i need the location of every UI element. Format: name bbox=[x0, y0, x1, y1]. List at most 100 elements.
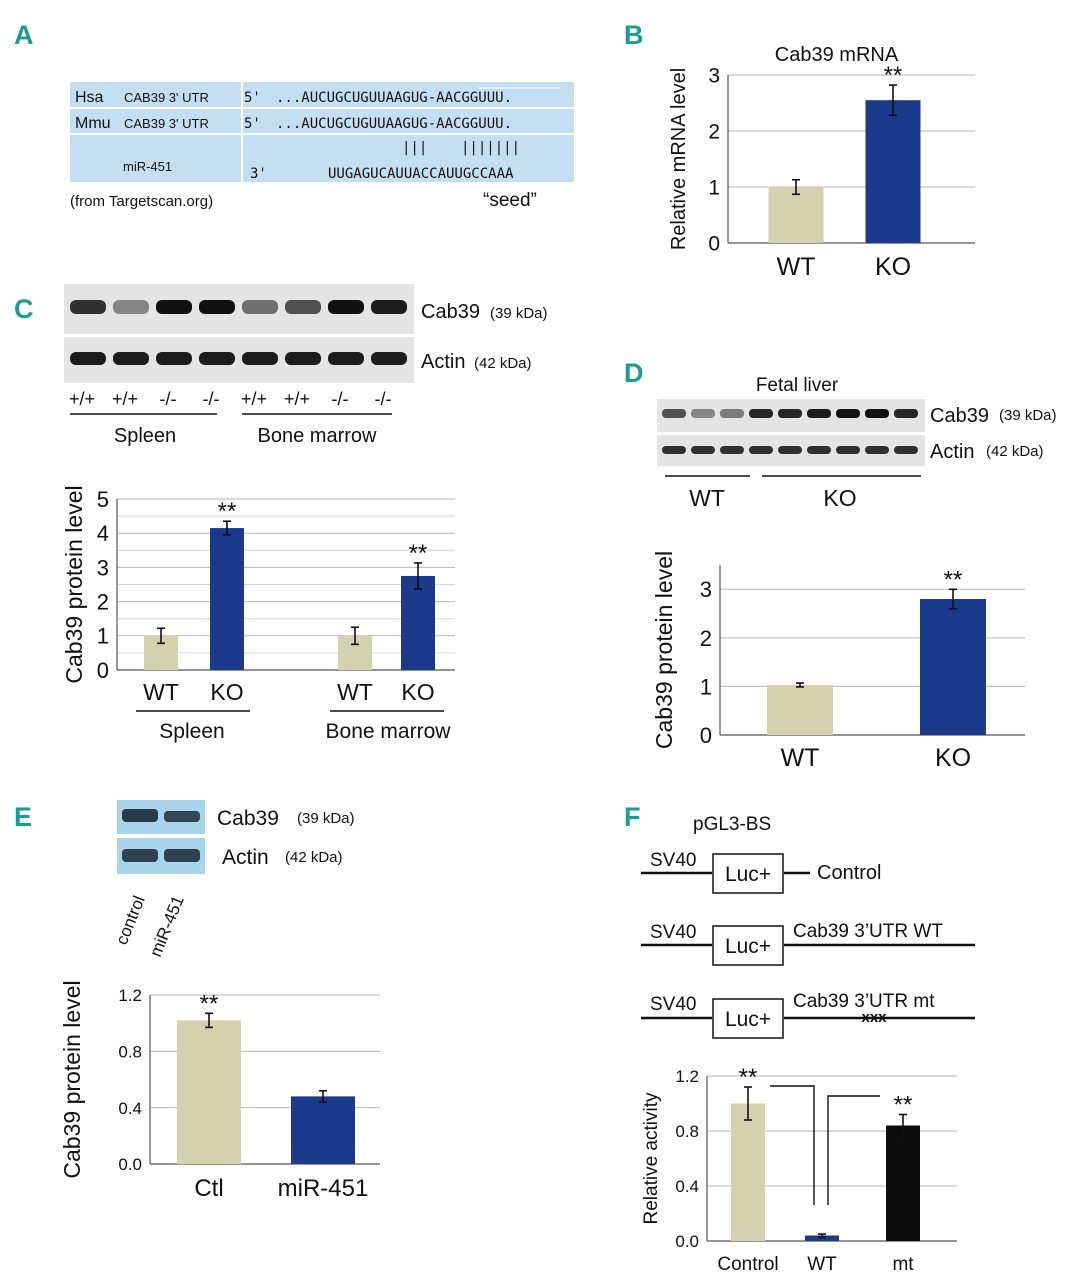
y-tick-label: 0 bbox=[700, 723, 712, 748]
blot-e-cab39-kda: (39 kDa) bbox=[297, 810, 355, 827]
category-label: WT bbox=[337, 679, 373, 705]
genotype-label: -/- bbox=[203, 389, 220, 409]
blot-d-cab39-band bbox=[662, 409, 686, 418]
y-tick-label: 0 bbox=[708, 233, 720, 256]
blot-d-cab39-band bbox=[836, 409, 860, 418]
blot-d-group-ko: KO bbox=[823, 485, 856, 511]
blot-c-cab39-band bbox=[113, 300, 149, 314]
blot-c-actin-kda: (42 kDa) bbox=[474, 355, 532, 372]
panel-letter-f: F bbox=[624, 802, 641, 832]
y-tick-label: 0.4 bbox=[118, 1099, 142, 1118]
blot-d-actin-band bbox=[894, 446, 918, 454]
category-label: KO bbox=[875, 253, 911, 281]
construct-title: pGL3-BS bbox=[693, 814, 771, 835]
species-mmu: Mmu bbox=[75, 115, 111, 132]
blot-c-cab39-band bbox=[242, 300, 278, 314]
y-tick-label: 1 bbox=[708, 177, 720, 200]
category-label: Control bbox=[717, 1254, 778, 1275]
bar bbox=[291, 1096, 355, 1164]
promoter-label-2: SV40 bbox=[650, 922, 696, 943]
blot-d-actin-band bbox=[662, 446, 686, 454]
blot-d-actin-label: Actin bbox=[930, 441, 974, 463]
y-tick-label: 1.2 bbox=[675, 1067, 699, 1086]
comparison-bracket bbox=[827, 1095, 880, 1205]
significance-mark: ** bbox=[944, 566, 963, 593]
blot-c-actin-band bbox=[199, 352, 235, 365]
y-tick-label: 1.2 bbox=[118, 986, 142, 1005]
y-axis-label: Cab39 protein level bbox=[651, 551, 677, 749]
group-label: Spleen bbox=[159, 720, 224, 743]
blot-d-cab39-band bbox=[749, 409, 773, 418]
construct-label-mt: Cab39 3’UTR mt bbox=[793, 991, 935, 1012]
category-label: WT bbox=[143, 679, 179, 705]
panel-letter-b-visible: B bbox=[624, 20, 644, 50]
sequence-hsa: ...AUCUGCUGUUAAGUG-AACGGUUU. bbox=[276, 90, 512, 106]
blot-d-actin-band bbox=[836, 446, 860, 454]
significance-mark: ** bbox=[739, 1064, 758, 1091]
y-tick-label: 0.0 bbox=[675, 1232, 699, 1251]
bar bbox=[886, 1125, 920, 1241]
blot-d-cab39-band bbox=[778, 409, 802, 418]
significance-mark: ** bbox=[894, 1092, 913, 1119]
category-label: miR-451 bbox=[278, 1175, 369, 1202]
genotype-label: +/+ bbox=[284, 389, 310, 409]
blot-d-actin-band bbox=[720, 446, 744, 454]
y-tick-label: 1 bbox=[700, 674, 712, 699]
bar bbox=[731, 1103, 765, 1241]
bar bbox=[768, 187, 824, 243]
blot-c-cab39-band bbox=[285, 300, 321, 314]
category-label: KO bbox=[401, 679, 434, 705]
blot-c-actin-band bbox=[285, 352, 321, 365]
chart-d: 0 1 2 3 WT ** KO Cab39 protein level bbox=[651, 551, 1025, 772]
construct-label-control: Control bbox=[817, 862, 881, 884]
blot-d-cab39-band bbox=[720, 409, 744, 418]
y-tick-label: 0.8 bbox=[675, 1122, 699, 1141]
y-axis-label: Cab39 protein level bbox=[61, 485, 87, 683]
y-axis-label: Relative activity bbox=[641, 1092, 662, 1224]
panel-letter-e: E bbox=[14, 802, 32, 832]
blot-c-actin-band bbox=[328, 352, 364, 365]
promoter-label-3: SV40 bbox=[650, 994, 696, 1015]
category-label: KO bbox=[935, 744, 971, 772]
blot-c-cab39-label: Cab39 bbox=[421, 301, 480, 323]
blot-d-cab39-band bbox=[865, 409, 889, 418]
blot-d-cab39-label: Cab39 bbox=[930, 405, 989, 427]
y-tick-label: 4 bbox=[97, 521, 109, 546]
y-tick-label: 0.0 bbox=[118, 1155, 142, 1174]
genotype-label: -/- bbox=[332, 389, 349, 409]
genotype-label: +/+ bbox=[241, 389, 267, 409]
bar bbox=[767, 684, 833, 735]
base-pairing: ||| ||||||| bbox=[402, 140, 520, 156]
chart-b: 0 1 2 3 WT ** KO Relative mRNA level Cab39 mRNA bbox=[668, 44, 975, 281]
panel-letter-c: C bbox=[14, 294, 34, 324]
blot-c-cab39-band bbox=[70, 300, 106, 314]
bar bbox=[865, 100, 921, 243]
genotype-label: -/- bbox=[375, 389, 392, 409]
category-label: Ctl bbox=[194, 1175, 223, 1202]
blot-c-cab39-band bbox=[199, 300, 235, 314]
bar bbox=[177, 1020, 241, 1164]
blot-d-title: Fetal liver bbox=[756, 375, 839, 396]
mir-451-label: miR-451 bbox=[123, 159, 172, 174]
significance-mark: ** bbox=[409, 540, 428, 567]
lane-label-mir451: miR-451 bbox=[146, 893, 188, 960]
y-tick-label: 0.4 bbox=[675, 1177, 699, 1196]
comparison-bracket bbox=[770, 1085, 815, 1205]
y-tick-label: 3 bbox=[700, 577, 712, 602]
y-tick-label: 1 bbox=[97, 624, 109, 649]
blot-d-cab39-kda: (39 kDa) bbox=[999, 407, 1057, 424]
genotype-label: +/+ bbox=[112, 389, 138, 409]
category-label: WT bbox=[807, 1254, 837, 1275]
construct-control bbox=[641, 853, 810, 894]
significance-mark: ** bbox=[200, 990, 219, 1017]
blot-c-group-spleen: Spleen bbox=[114, 425, 176, 447]
y-axis-label: Relative mRNA level bbox=[668, 68, 690, 250]
y-tick-label: 5 bbox=[97, 487, 109, 512]
seq-end-hsa: 5' bbox=[244, 90, 261, 106]
mir-end: 3' bbox=[250, 166, 267, 182]
gene-label-hsa: CAB39 3' UTR bbox=[124, 90, 209, 105]
y-tick-label: 3 bbox=[97, 555, 109, 580]
blot-e-actin-kda: (42 kDa) bbox=[285, 849, 343, 866]
category-label: WT bbox=[777, 253, 816, 281]
